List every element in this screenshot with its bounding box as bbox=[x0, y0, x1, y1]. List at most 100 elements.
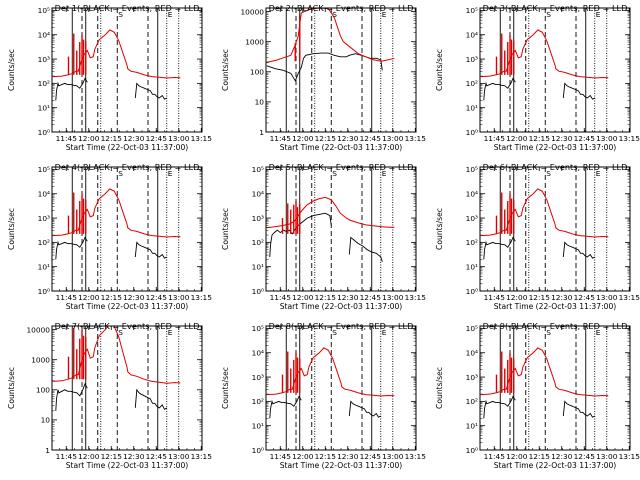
plot-frame bbox=[479, 7, 631, 133]
y-tick-label: 10³ bbox=[466, 55, 478, 64]
plot-frame bbox=[51, 7, 203, 133]
plot-frame bbox=[479, 325, 631, 451]
marker-label-E: E bbox=[382, 169, 387, 178]
x-tick-label: 13:00 bbox=[168, 452, 190, 461]
y-tick-label: 10⁴ bbox=[466, 349, 478, 358]
x-tick-label: 12:30 bbox=[551, 293, 573, 302]
y-tick-label: 10⁰ bbox=[466, 128, 478, 137]
plot-area bbox=[52, 167, 181, 291]
plot-frame bbox=[265, 7, 417, 133]
y-tick-label: 10⁴ bbox=[38, 190, 50, 199]
x-axis-label: Start Time (22-Oct-03 11:37:00) bbox=[280, 302, 403, 311]
plot-area bbox=[52, 326, 181, 450]
y-tick-label: 10⁴ bbox=[252, 190, 264, 199]
y-tick-label: 10000 bbox=[240, 7, 264, 16]
plot-area bbox=[480, 8, 609, 132]
panel-title: Det 1(-BLACK = Events, RED = LLD bbox=[55, 3, 200, 13]
x-axis-label: Start Time (22-Oct-03 11:37:00) bbox=[494, 461, 617, 470]
x-tick-label: 12:30 bbox=[551, 134, 573, 143]
y-tick-label: 10³ bbox=[466, 373, 478, 382]
events-series-line bbox=[55, 236, 88, 260]
x-tick-label: 11:45 bbox=[270, 293, 292, 302]
panel-title: Det 5(-BLACK = Events, RED = LLD bbox=[269, 162, 414, 172]
y-tick-label: 10 bbox=[41, 416, 51, 425]
x-tick-label: 11:45 bbox=[270, 134, 292, 143]
marker-label-S: S bbox=[118, 328, 123, 337]
x-tick-label: 13:00 bbox=[382, 293, 404, 302]
x-tick-label: 12:15 bbox=[101, 134, 123, 143]
marker-label-E: E bbox=[382, 10, 387, 19]
marker-label-S: S bbox=[332, 328, 337, 337]
y-tick-label: 10⁴ bbox=[252, 349, 264, 358]
y-axis-label: Counts/sec bbox=[7, 367, 16, 409]
y-tick-label: 10⁰ bbox=[252, 446, 264, 455]
x-tick-label: 13:15 bbox=[405, 452, 427, 461]
x-tick-label: 13:00 bbox=[382, 134, 404, 143]
y-tick-label: 10³ bbox=[38, 214, 50, 223]
y-tick-label: 10¹ bbox=[38, 262, 50, 271]
y-tick-label: 10¹ bbox=[466, 103, 478, 112]
x-tick-label: 12:15 bbox=[315, 293, 337, 302]
plot-frame bbox=[265, 166, 417, 292]
marker-label-S: S bbox=[546, 328, 551, 337]
y-tick-label: 10¹ bbox=[38, 103, 50, 112]
y-tick-label: 10⁴ bbox=[466, 31, 478, 40]
y-axis-label: Counts/sec bbox=[221, 367, 230, 409]
y-tick-label: 10¹ bbox=[252, 262, 264, 271]
plot-area bbox=[266, 8, 395, 132]
x-tick-label: 12:45 bbox=[574, 134, 596, 143]
y-tick-label: 10³ bbox=[252, 373, 264, 382]
y-axis-label: Counts/sec bbox=[221, 208, 230, 250]
events-series-line bbox=[348, 400, 382, 418]
x-tick-label: 13:00 bbox=[168, 134, 190, 143]
y-tick-label: 10⁵ bbox=[466, 165, 478, 174]
plot-frame bbox=[479, 166, 631, 292]
panel-title: Det 6(-BLACK = Events, RED = LLD bbox=[483, 162, 628, 172]
x-tick-label: 12:45 bbox=[360, 452, 382, 461]
x-tick-label: 13:00 bbox=[382, 452, 404, 461]
x-tick-label: 12:45 bbox=[146, 452, 168, 461]
y-axis-label: Counts/sec bbox=[435, 367, 444, 409]
x-tick-label: 12:30 bbox=[337, 452, 359, 461]
events-series-line bbox=[269, 212, 332, 258]
x-tick-label: 12:30 bbox=[337, 293, 359, 302]
events-series-line bbox=[562, 241, 596, 259]
x-axis-label: Start Time (22-Oct-03 11:37:00) bbox=[66, 143, 189, 152]
x-tick-label: 12:00 bbox=[78, 452, 100, 461]
y-axis-label: Counts/sec bbox=[221, 49, 230, 91]
y-tick-label: 10³ bbox=[38, 55, 50, 64]
x-tick-label: 12:00 bbox=[506, 293, 528, 302]
x-axis-label: Start Time (22-Oct-03 11:37:00) bbox=[494, 302, 617, 311]
marker-label-S: S bbox=[546, 10, 551, 19]
y-tick-label: 10⁵ bbox=[466, 324, 478, 333]
x-tick-label: 13:15 bbox=[191, 293, 213, 302]
x-tick-label: 13:15 bbox=[619, 134, 640, 143]
y-tick-label: 10⁵ bbox=[466, 6, 478, 15]
marker-label-E: E bbox=[168, 10, 173, 19]
x-tick-label: 11:45 bbox=[484, 452, 506, 461]
y-tick-label: 10⁰ bbox=[38, 287, 50, 296]
y-tick-label: 10⁰ bbox=[252, 287, 264, 296]
y-tick-label: 10² bbox=[466, 238, 478, 247]
x-tick-label: 12:45 bbox=[360, 293, 382, 302]
plot-frame bbox=[51, 166, 203, 292]
y-tick-label: 1 bbox=[45, 446, 50, 455]
panel-title: Det 9(-BLACK = Events, RED = LLD bbox=[483, 321, 628, 331]
x-tick-label: 13:15 bbox=[619, 452, 640, 461]
x-tick-label: 12:45 bbox=[574, 452, 596, 461]
x-tick-label: 12:00 bbox=[506, 134, 528, 143]
events-series-line bbox=[562, 400, 596, 418]
x-axis-label: Start Time (22-Oct-03 11:37:00) bbox=[280, 143, 403, 152]
events-series-line bbox=[483, 77, 516, 101]
x-tick-label: 13:15 bbox=[191, 134, 213, 143]
marker-label-E: E bbox=[596, 10, 601, 19]
x-tick-label: 13:00 bbox=[596, 293, 618, 302]
y-tick-label: 10⁴ bbox=[466, 190, 478, 199]
x-tick-label: 11:45 bbox=[56, 452, 78, 461]
plot-area bbox=[480, 326, 609, 450]
panel-title: Det 8(-BLACK = Events, RED = LLD bbox=[269, 321, 414, 331]
